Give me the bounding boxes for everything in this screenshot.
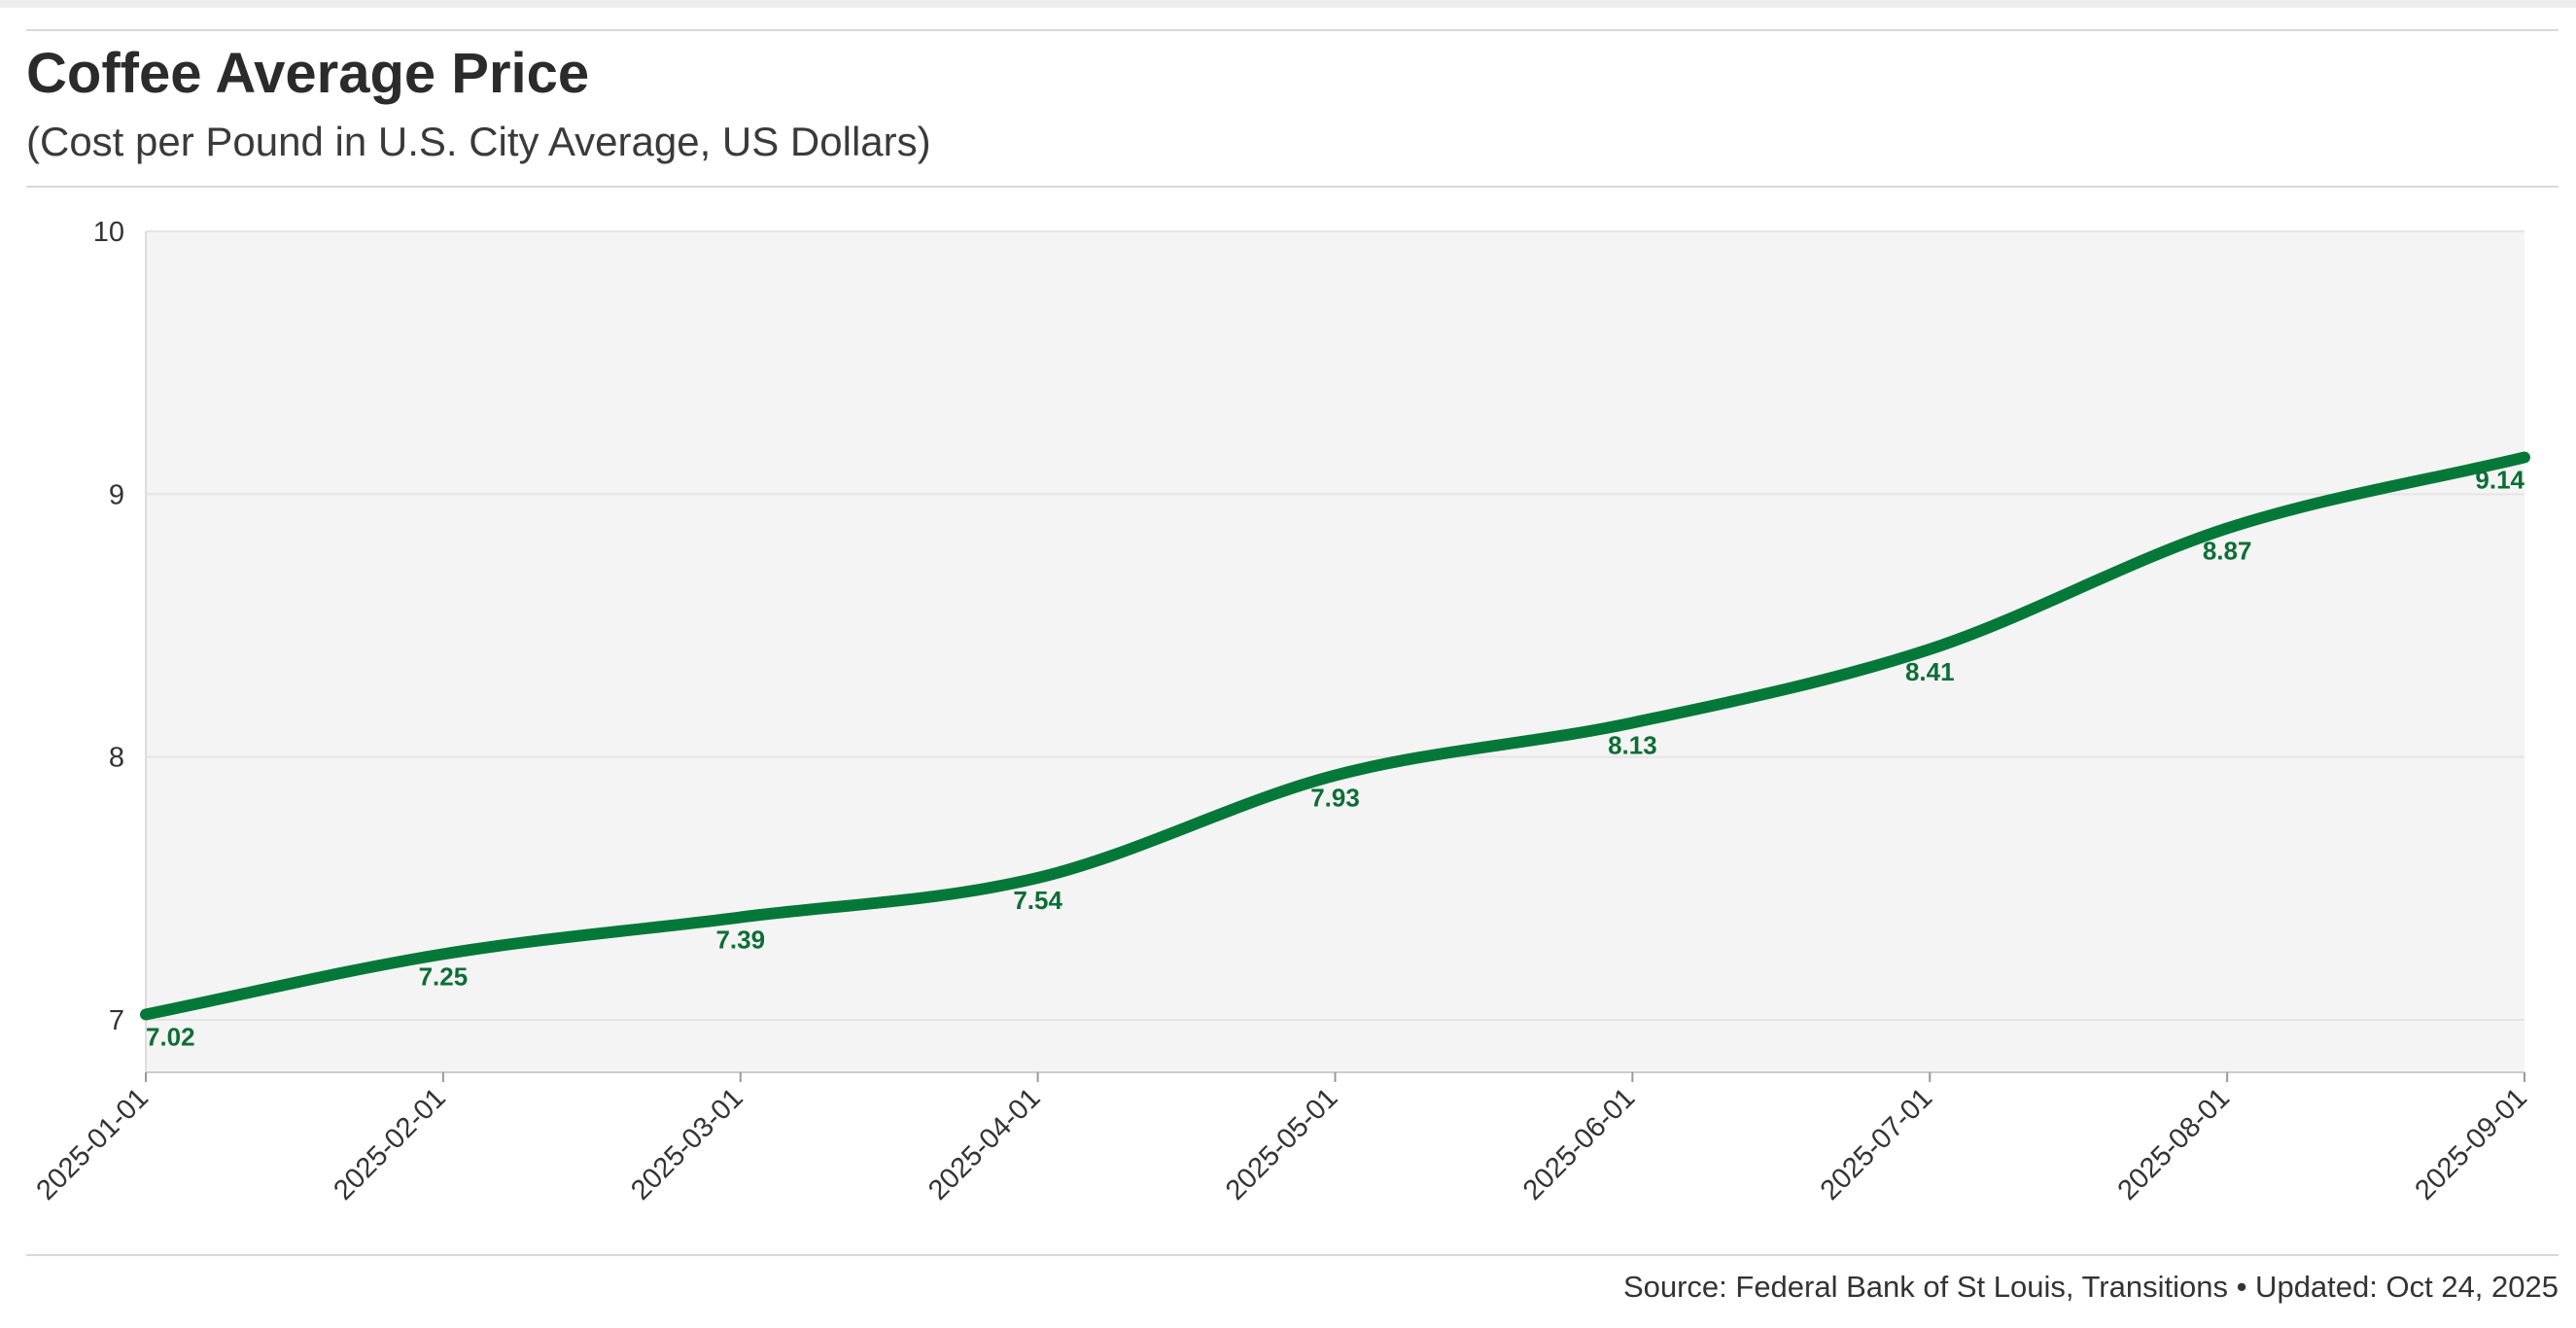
x-tick-label: 2025-09-01 xyxy=(2409,1082,2533,1206)
x-tick-label: 2025-08-01 xyxy=(2112,1082,2237,1206)
x-tick-label: 2025-04-01 xyxy=(922,1082,1047,1206)
data-point xyxy=(2224,525,2231,532)
data-point xyxy=(2522,454,2527,461)
page-subtitle: (Cost per Pound in U.S. City Average, US… xyxy=(26,119,931,164)
y-tick-label: 9 xyxy=(109,479,124,510)
y-tick-label: 10 xyxy=(93,217,124,248)
y-tick-label: 7 xyxy=(109,1005,124,1036)
x-tick-label: 2025-07-01 xyxy=(1815,1082,1939,1206)
data-label: 7.02 xyxy=(146,1023,195,1052)
data-point xyxy=(737,914,744,921)
x-tick-label: 2025-05-01 xyxy=(1220,1082,1344,1206)
data-point xyxy=(143,1011,149,1018)
page-title: Coffee Average Price xyxy=(26,42,590,105)
y-tick-label: 8 xyxy=(109,743,124,774)
footer-divider xyxy=(26,1254,2559,1256)
data-point xyxy=(1927,646,1933,652)
header-divider xyxy=(26,186,2559,188)
x-tick-label: 2025-01-01 xyxy=(30,1082,155,1206)
data-label: 8.87 xyxy=(2203,536,2252,565)
data-label: 7.25 xyxy=(419,961,469,991)
x-tick-label: 2025-03-01 xyxy=(625,1082,749,1206)
top-divider xyxy=(26,29,2559,31)
data-label: 8.41 xyxy=(1905,657,1955,686)
data-point xyxy=(439,951,446,958)
data-point xyxy=(1629,719,1636,726)
data-point xyxy=(1034,874,1041,881)
data-label: 7.39 xyxy=(715,926,765,955)
data-point xyxy=(1332,772,1339,779)
data-label: 7.93 xyxy=(1310,784,1360,813)
source-note: Source: Federal Bank of St Louis, Transi… xyxy=(1622,1270,2559,1304)
data-label: 9.14 xyxy=(2475,465,2524,494)
data-label: 8.13 xyxy=(1608,730,1657,759)
x-tick-label: 2025-02-01 xyxy=(328,1082,452,1206)
x-tick-label: 2025-06-01 xyxy=(1517,1082,1642,1206)
plot-area xyxy=(146,231,2524,1072)
line-chart: 7 8 9 10 2025-01-01 2025-02-01 2025-03-01 2025-… xyxy=(30,217,2533,1206)
data-label: 7.54 xyxy=(1013,886,1062,915)
top-bar xyxy=(0,0,2576,8)
